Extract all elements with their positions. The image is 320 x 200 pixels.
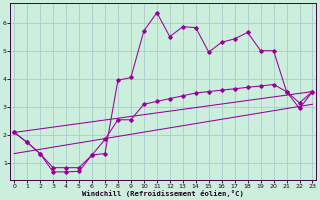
X-axis label: Windchill (Refroidissement éolien,°C): Windchill (Refroidissement éolien,°C)	[82, 190, 244, 197]
